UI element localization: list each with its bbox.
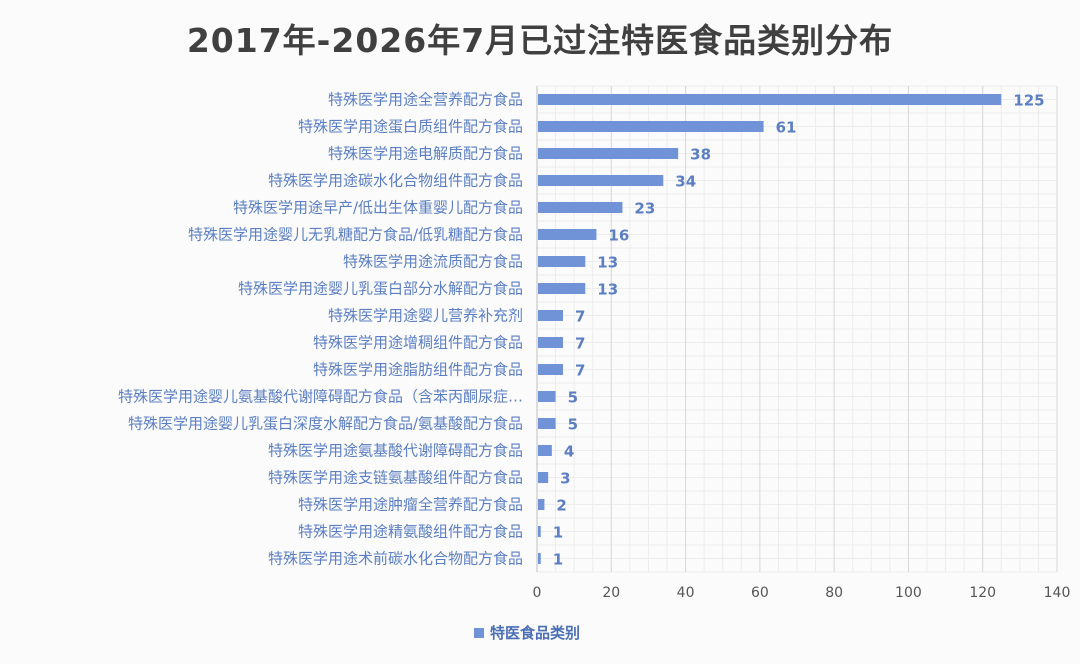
bar	[538, 364, 563, 375]
x-tick-label: 0	[533, 585, 542, 601]
bar	[538, 148, 679, 159]
x-tick-label: 100	[895, 585, 922, 601]
data-label: 3	[560, 470, 570, 488]
category-label: 特殊医学用途全营养配方食品	[328, 91, 523, 109]
category-label: 特殊医学用途蛋白质组件配方食品	[298, 118, 523, 136]
bar	[538, 472, 549, 483]
data-label: 13	[597, 281, 618, 299]
category-label: 特殊医学用途婴儿无乳糖配方食品/低乳糖配方食品	[188, 226, 523, 244]
category-label: 特殊医学用途电解质配方食品	[328, 145, 523, 163]
x-tick-label: 60	[751, 585, 769, 601]
data-label: 23	[634, 200, 655, 218]
bar	[538, 499, 545, 510]
bar	[538, 310, 563, 321]
data-label: 1	[553, 524, 563, 542]
data-label: 7	[575, 335, 585, 353]
category-label: 特殊医学用途早产/低出生体重婴儿配方食品	[233, 199, 523, 217]
bar	[538, 391, 556, 402]
bar	[538, 175, 664, 186]
category-label: 特殊医学用途流质配方食品	[343, 253, 523, 271]
bar	[538, 256, 586, 267]
bar	[538, 202, 623, 213]
category-label: 特殊医学用途增稠组件配方食品	[313, 334, 523, 352]
bar	[538, 121, 764, 132]
x-tick-label: 80	[825, 585, 843, 601]
bar	[538, 445, 552, 456]
data-label: 4	[564, 443, 574, 461]
data-label: 38	[690, 146, 711, 164]
category-label: 特殊医学用途氨基酸代谢障碍配方食品	[268, 442, 523, 460]
category-label: 特殊医学用途碳水化合物组件配方食品	[268, 172, 523, 190]
x-tick-label: 40	[677, 585, 695, 601]
category-label: 特殊医学用途肿瘤全营养配方食品	[298, 496, 523, 514]
data-label: 61	[776, 119, 797, 137]
category-label: 特殊医学用途支链氨基酸组件配方食品	[268, 469, 523, 487]
bar	[538, 229, 597, 240]
category-label: 特殊医学用途婴儿乳蛋白深度水解配方食品/氨基酸配方食品	[128, 415, 523, 433]
x-tick-label: 120	[969, 585, 996, 601]
data-label: 125	[1013, 92, 1044, 110]
data-label: 7	[575, 362, 585, 380]
data-label: 1	[553, 551, 563, 569]
data-label: 2	[556, 497, 566, 515]
data-label: 7	[575, 308, 585, 326]
x-tick-label: 20	[602, 585, 620, 601]
legend-swatch	[474, 628, 484, 638]
category-label: 特殊医学用途精氨酸组件配方食品	[298, 523, 523, 541]
data-label: 5	[568, 416, 578, 434]
category-label: 特殊医学用途婴儿氨基酸代谢障碍配方食品（含苯丙酮尿症…	[118, 388, 523, 406]
x-tick-label: 140	[1044, 585, 1071, 601]
bar	[538, 553, 541, 564]
bar	[538, 526, 541, 537]
data-label: 13	[597, 254, 618, 272]
bar	[538, 283, 586, 294]
category-label: 特殊医学用途婴儿营养补充剂	[328, 307, 523, 325]
data-label: 34	[675, 173, 696, 191]
category-label: 特殊医学用途婴儿乳蛋白部分水解配方食品	[238, 280, 523, 298]
data-label: 5	[568, 389, 578, 407]
chart-title: 2017年-2026年7月已过注特医食品类别分布	[186, 21, 894, 60]
legend-label: 特医食品类别	[490, 624, 580, 642]
bar	[538, 94, 1002, 105]
bar	[538, 337, 563, 348]
category-label: 特殊医学用途术前碳水化合物配方食品	[268, 550, 523, 568]
category-label: 特殊医学用途脂肪组件配方食品	[313, 361, 523, 379]
bar	[538, 418, 556, 429]
data-label: 16	[608, 227, 629, 245]
